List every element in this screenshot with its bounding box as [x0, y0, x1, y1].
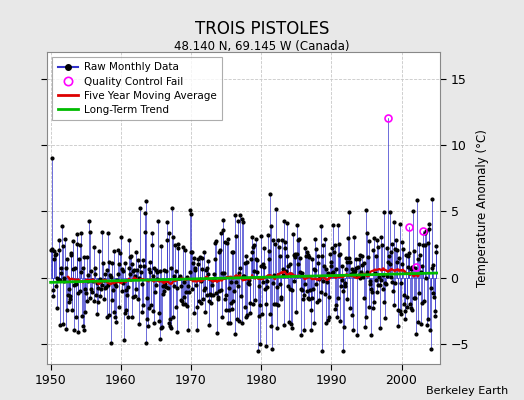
Y-axis label: Temperature Anomaly (°C): Temperature Anomaly (°C) — [476, 129, 489, 287]
Text: TROIS PISTOLES: TROIS PISTOLES — [195, 20, 329, 38]
Text: 48.140 N, 69.145 W (Canada): 48.140 N, 69.145 W (Canada) — [174, 40, 350, 53]
Text: Berkeley Earth: Berkeley Earth — [426, 386, 508, 396]
Legend: Raw Monthly Data, Quality Control Fail, Five Year Moving Average, Long-Term Tren: Raw Monthly Data, Quality Control Fail, … — [52, 57, 222, 120]
